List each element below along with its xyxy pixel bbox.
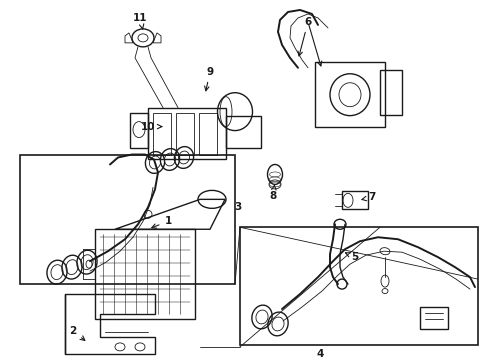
Text: 2: 2 bbox=[70, 326, 85, 341]
Text: 10: 10 bbox=[141, 122, 162, 132]
Bar bbox=[240, 227, 478, 345]
Text: 1: 1 bbox=[152, 216, 172, 228]
Bar bbox=[226, 116, 261, 148]
Bar bbox=[199, 113, 217, 154]
Text: 4: 4 bbox=[317, 349, 324, 359]
Text: 7: 7 bbox=[362, 192, 376, 202]
Text: 8: 8 bbox=[270, 185, 277, 201]
Bar bbox=[176, 113, 194, 154]
Text: 9: 9 bbox=[205, 67, 214, 91]
Bar bbox=[130, 113, 148, 148]
Bar bbox=[153, 113, 171, 154]
Text: 5: 5 bbox=[345, 252, 359, 262]
Bar bbox=[148, 108, 226, 159]
Bar bbox=[20, 154, 235, 284]
Bar bbox=[380, 70, 402, 114]
Text: 6: 6 bbox=[298, 17, 312, 56]
Bar bbox=[95, 229, 195, 319]
Text: 3: 3 bbox=[234, 202, 242, 212]
Text: 11: 11 bbox=[133, 13, 147, 29]
Bar bbox=[315, 62, 385, 127]
